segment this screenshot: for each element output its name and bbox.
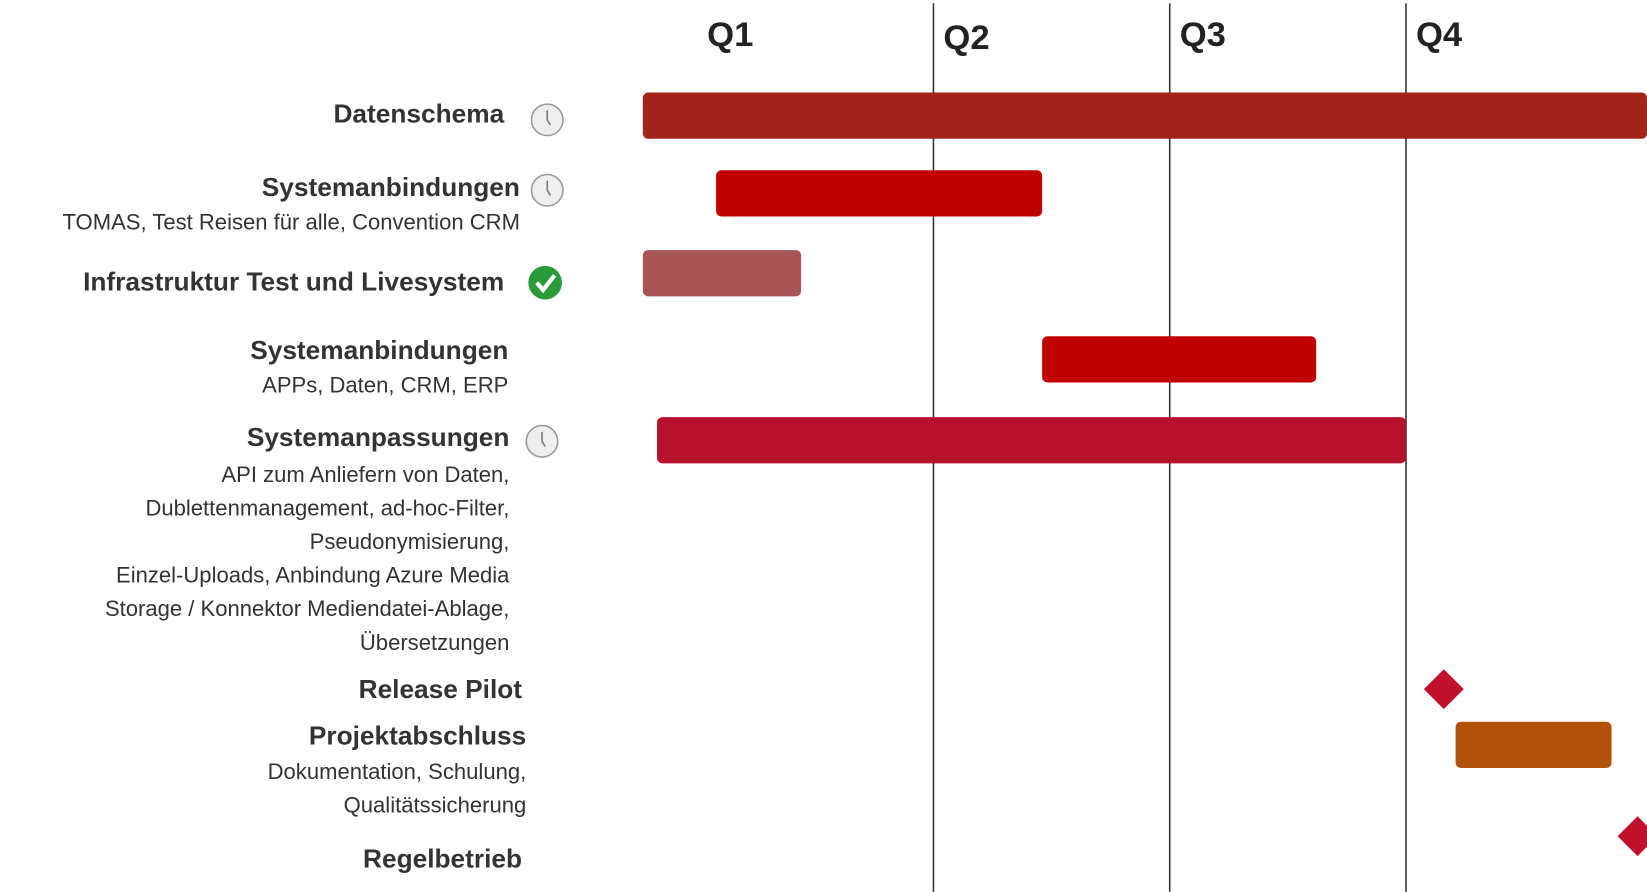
clock-hand xyxy=(546,180,552,196)
milestone xyxy=(1423,669,1464,710)
task-name: Datenschema xyxy=(333,99,504,129)
annotation: V xyxy=(1626,888,1646,892)
quarter-label: Q1 xyxy=(707,16,753,54)
task-description: Pseudonymisierung, xyxy=(310,529,510,554)
task-bar xyxy=(642,250,802,297)
task-name: Systemanpassungen xyxy=(247,422,510,452)
milestone xyxy=(1617,816,1647,857)
task-bar xyxy=(716,170,1043,217)
task-name: Release Pilot xyxy=(359,674,523,704)
task-bar xyxy=(642,92,1647,139)
task-bar xyxy=(1042,336,1317,383)
quarter-label: Q3 xyxy=(1180,16,1226,54)
task-name: Systemanbindungen xyxy=(250,335,508,365)
quarter-label: Q2 xyxy=(943,19,989,57)
task-name: Regelbetrieb xyxy=(363,843,522,873)
task-description: Übersetzungen xyxy=(360,630,510,655)
task-name: Infrastruktur Test und Livesystem xyxy=(83,267,504,297)
task-description: Einzel-Uploads, Anbindung Azure Media xyxy=(116,563,510,588)
task-name: Systemanbindungen xyxy=(262,172,520,202)
task-description: Dokumentation, Schulung, xyxy=(268,759,527,784)
check-mark xyxy=(535,274,557,294)
task-bar xyxy=(1455,721,1612,768)
clock-hand xyxy=(541,431,546,447)
quarter-label: Q4 xyxy=(1416,16,1463,54)
check-icon xyxy=(528,265,562,300)
task-description: Storage / Konnektor Mediendatei-Ablage, xyxy=(105,596,509,621)
task-bar xyxy=(657,417,1407,464)
task-description: Dublettenmanagement, ad-hoc-Filter, xyxy=(145,495,509,520)
task-description: TOMAS, Test Reisen für alle, Convention … xyxy=(62,210,519,235)
task-description: APPs, Daten, CRM, ERP xyxy=(262,372,508,397)
status-icons xyxy=(525,103,564,458)
clock-hand xyxy=(546,110,552,126)
task-name: Projektabschluss xyxy=(309,720,526,750)
task-description: Qualitätssicherung xyxy=(344,793,527,818)
task-description: API zum Anliefern von Daten, xyxy=(221,462,509,487)
